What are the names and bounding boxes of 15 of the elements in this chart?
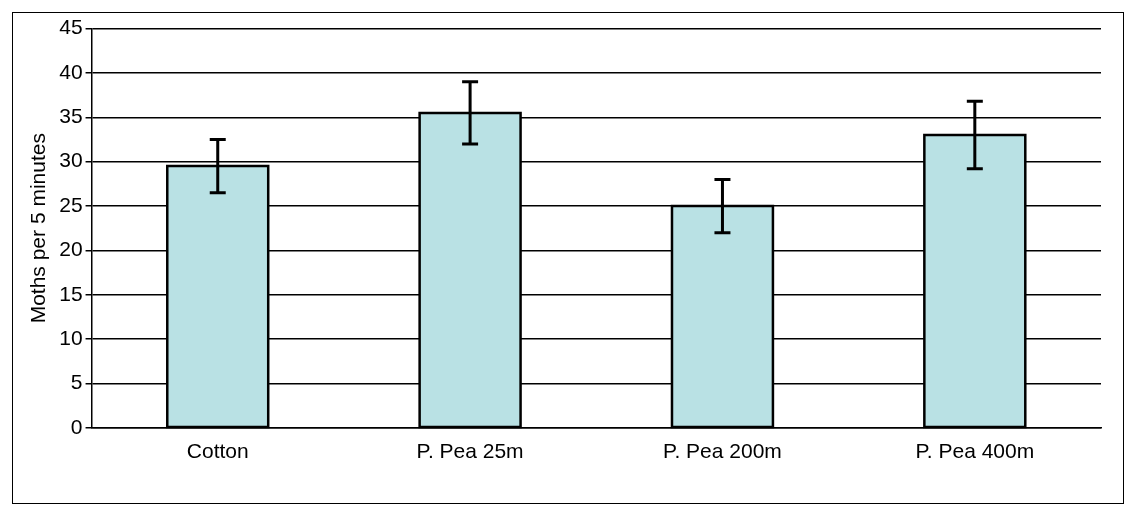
y-tick-label: 35 — [59, 104, 83, 128]
y-tick-label: 25 — [59, 192, 83, 216]
x-tick-label: P. Pea 200m — [663, 439, 782, 463]
x-tick-label: P. Pea 25m — [416, 439, 524, 463]
y-tick-label: 40 — [59, 59, 83, 83]
x-tick-label: Cotton — [186, 439, 249, 463]
y-tick-label: 0 — [70, 414, 83, 438]
y-tick-label: 15 — [59, 281, 83, 305]
y-tick-label: 20 — [59, 237, 83, 261]
y-tick-label: 5 — [70, 370, 83, 394]
y-axis-title: Moths per 5 minutes — [26, 133, 50, 324]
x-tick-label: P. Pea 400m — [915, 439, 1035, 463]
y-tick-label: 30 — [59, 148, 83, 172]
y-tick-label: 45 — [59, 15, 83, 39]
y-tick-label: 10 — [59, 325, 83, 349]
